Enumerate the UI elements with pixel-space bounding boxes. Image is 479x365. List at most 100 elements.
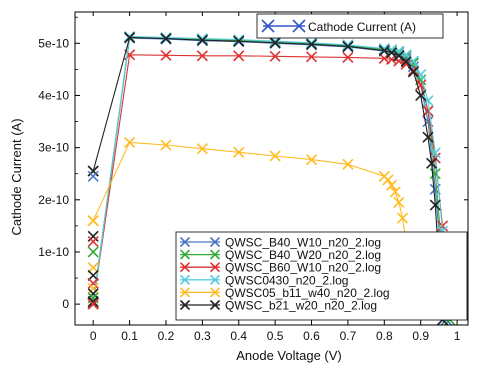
data-point	[233, 50, 245, 62]
data-point	[87, 215, 99, 227]
data-point	[87, 282, 99, 295]
data-point	[422, 131, 434, 143]
data-point	[305, 154, 318, 166]
x-tick-label: 0.2	[158, 329, 175, 343]
x-axis-label: Anode Voltage (V)	[236, 348, 342, 363]
legend: Cathode Current (A) QWSC_B40_W10_n20_2.lo…	[175, 13, 468, 321]
x-tick-label: 0.1	[121, 329, 138, 343]
data-point	[393, 50, 405, 62]
data-point	[269, 37, 281, 49]
data-point	[87, 277, 99, 289]
legend-label: QWSC_b21_w20_n20_2.log	[225, 299, 377, 313]
legend-marker	[261, 19, 275, 33]
x-tick-label: 0.8	[376, 329, 393, 343]
x-tick-label: 0.6	[303, 329, 320, 343]
legend-marker	[209, 249, 221, 260]
x-tick-label: 0.4	[230, 329, 247, 343]
data-point	[393, 196, 405, 208]
legend-marker	[209, 262, 221, 273]
legend-item: QWSC05_b11_w40_n20_2.log	[179, 286, 390, 300]
data-point	[233, 34, 245, 46]
y-tick-label: 4e-10	[38, 88, 69, 102]
data-point	[422, 105, 434, 117]
legend-label: QWSC_B40_W10_n20_2.log	[225, 236, 381, 250]
data-point	[87, 288, 99, 300]
legend-item: QWSC_B40_W20_n20_2.log	[179, 248, 381, 262]
y-axis-label: Cathode Current (A)	[9, 118, 24, 235]
x-tick-label: 1	[454, 329, 461, 343]
data-point	[305, 38, 318, 50]
data-point	[87, 165, 99, 177]
y-tick-label: 0	[62, 297, 69, 311]
zero-voltage-markers	[87, 165, 99, 310]
legend-marker	[292, 19, 306, 33]
series-line	[92, 37, 444, 320]
x-tick-label: 0.5	[267, 329, 284, 343]
data-point	[396, 212, 409, 224]
data-point	[407, 66, 419, 78]
data-point	[305, 37, 318, 49]
data-point	[415, 89, 427, 102]
y-tick-label: 1e-10	[38, 245, 69, 259]
data-point	[382, 174, 394, 186]
x-tick-label: 0	[90, 329, 97, 343]
series-legend-box	[175, 231, 468, 321]
legend-label: QWSC0430_n20_2.log	[225, 273, 348, 287]
y-tick-label: 2e-10	[38, 193, 69, 207]
data-point	[378, 45, 390, 57]
data-point	[233, 146, 245, 158]
data-point	[124, 31, 136, 44]
legend-marker	[179, 274, 191, 285]
y-tick-label: 5e-10	[38, 36, 69, 50]
data-point	[386, 47, 398, 59]
data-point	[386, 179, 398, 191]
data-point	[87, 298, 99, 310]
data-point	[415, 69, 427, 81]
legend-marker	[209, 236, 221, 248]
data-point	[429, 199, 441, 211]
series-legend: QWSC_B40_W10_n20_2.logQWSC_B40_W20_n20_2…	[175, 231, 468, 321]
legend-item: QWSC_b21_w20_n20_2.log	[179, 299, 377, 313]
data-point	[87, 262, 99, 274]
x-tick-label: 0.3	[194, 329, 211, 343]
data-point	[124, 136, 136, 148]
axes: 0 1e-10 2e-10 3e-10 4e-10 5e-10 0 0.1 0.2 0.3 0.4 0…	[38, 11, 469, 343]
top-legend: Cathode Current (A)	[256, 13, 444, 39]
data-point	[342, 39, 354, 51]
legend-item: QWSC0430_n20_2.log	[179, 273, 348, 287]
legend-label: QWSC05_b11_w40_n20_2.log	[225, 286, 390, 300]
data-point	[87, 295, 99, 308]
legend-label: QWSC_B60_W10_n20_2.log	[225, 261, 381, 275]
series-5	[87, 136, 419, 310]
data-point	[429, 147, 441, 159]
legend-marker	[179, 249, 191, 260]
legend-marker	[209, 274, 221, 285]
legend-marker	[209, 299, 221, 311]
legend-marker	[179, 262, 191, 273]
data-point	[269, 150, 281, 162]
data-point	[422, 95, 434, 107]
data-point	[196, 50, 208, 62]
series-line	[92, 54, 451, 315]
data-point	[160, 49, 172, 61]
legend-marker	[209, 287, 221, 298]
data-point	[342, 158, 354, 170]
legend-item: QWSC_B60_W10_n20_2.log	[179, 261, 381, 275]
legend-item: QWSC_B40_W10_n20_2.log	[179, 236, 381, 250]
data-point	[426, 157, 438, 169]
data-point	[389, 186, 401, 198]
plot-area	[87, 30, 456, 326]
data-point	[269, 50, 281, 62]
data-point	[233, 35, 245, 47]
legend-marker	[179, 287, 191, 298]
data-point	[87, 170, 99, 182]
legend-marker	[179, 236, 191, 248]
plot-frame	[74, 11, 469, 326]
data-point	[305, 51, 318, 63]
data-point	[87, 230, 99, 242]
data-point	[196, 143, 208, 155]
data-point	[400, 55, 412, 68]
data-point	[87, 246, 99, 258]
x-tick-label: 0.9	[412, 329, 429, 343]
